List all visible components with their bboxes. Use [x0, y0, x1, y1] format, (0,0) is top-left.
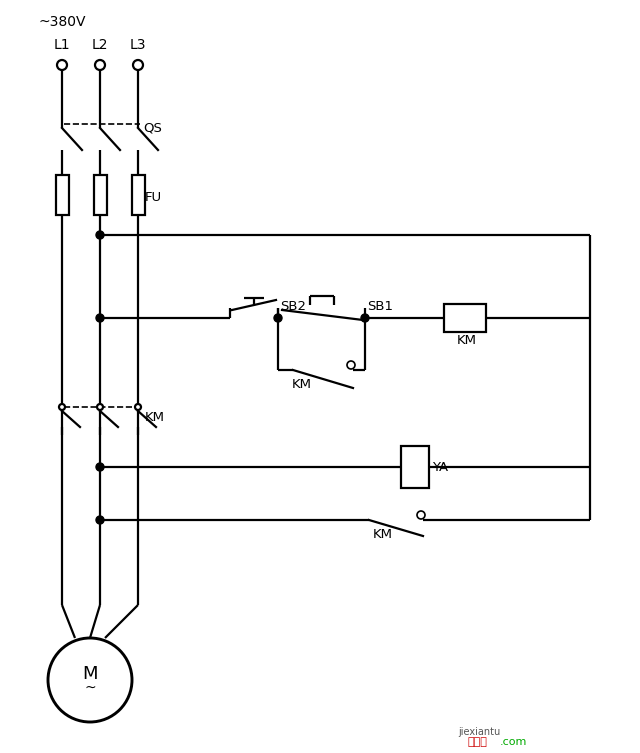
Circle shape	[274, 314, 282, 322]
Circle shape	[361, 314, 369, 322]
Circle shape	[96, 516, 104, 524]
Text: KM: KM	[373, 528, 393, 541]
Text: KM: KM	[292, 377, 312, 391]
Circle shape	[59, 404, 65, 410]
Text: .com: .com	[500, 737, 527, 747]
Circle shape	[48, 638, 132, 722]
Circle shape	[135, 404, 141, 410]
Text: SB2: SB2	[280, 300, 306, 312]
Text: YA: YA	[432, 461, 448, 474]
Text: jiexiantu: jiexiantu	[458, 727, 500, 737]
Text: SB1: SB1	[367, 300, 393, 312]
Bar	[93, 175, 106, 215]
Text: L3: L3	[130, 38, 147, 52]
Text: QS: QS	[143, 121, 162, 135]
Text: ~: ~	[84, 681, 96, 695]
Circle shape	[57, 60, 67, 70]
Bar	[56, 175, 68, 215]
Bar	[444, 304, 486, 332]
Circle shape	[96, 314, 104, 322]
Bar	[131, 175, 145, 215]
Text: ~380V: ~380V	[38, 15, 86, 29]
Bar	[401, 446, 429, 488]
Circle shape	[97, 404, 103, 410]
Text: M: M	[83, 665, 98, 683]
Text: L2: L2	[92, 38, 109, 52]
Text: FU: FU	[145, 191, 162, 203]
Circle shape	[96, 231, 104, 239]
Circle shape	[347, 361, 355, 369]
Circle shape	[95, 60, 105, 70]
Text: KM: KM	[145, 410, 165, 423]
Text: KM: KM	[457, 334, 477, 346]
Circle shape	[133, 60, 143, 70]
Circle shape	[417, 511, 425, 519]
Text: L1: L1	[54, 38, 70, 52]
Text: 接线图: 接线图	[468, 737, 488, 747]
Circle shape	[96, 463, 104, 471]
